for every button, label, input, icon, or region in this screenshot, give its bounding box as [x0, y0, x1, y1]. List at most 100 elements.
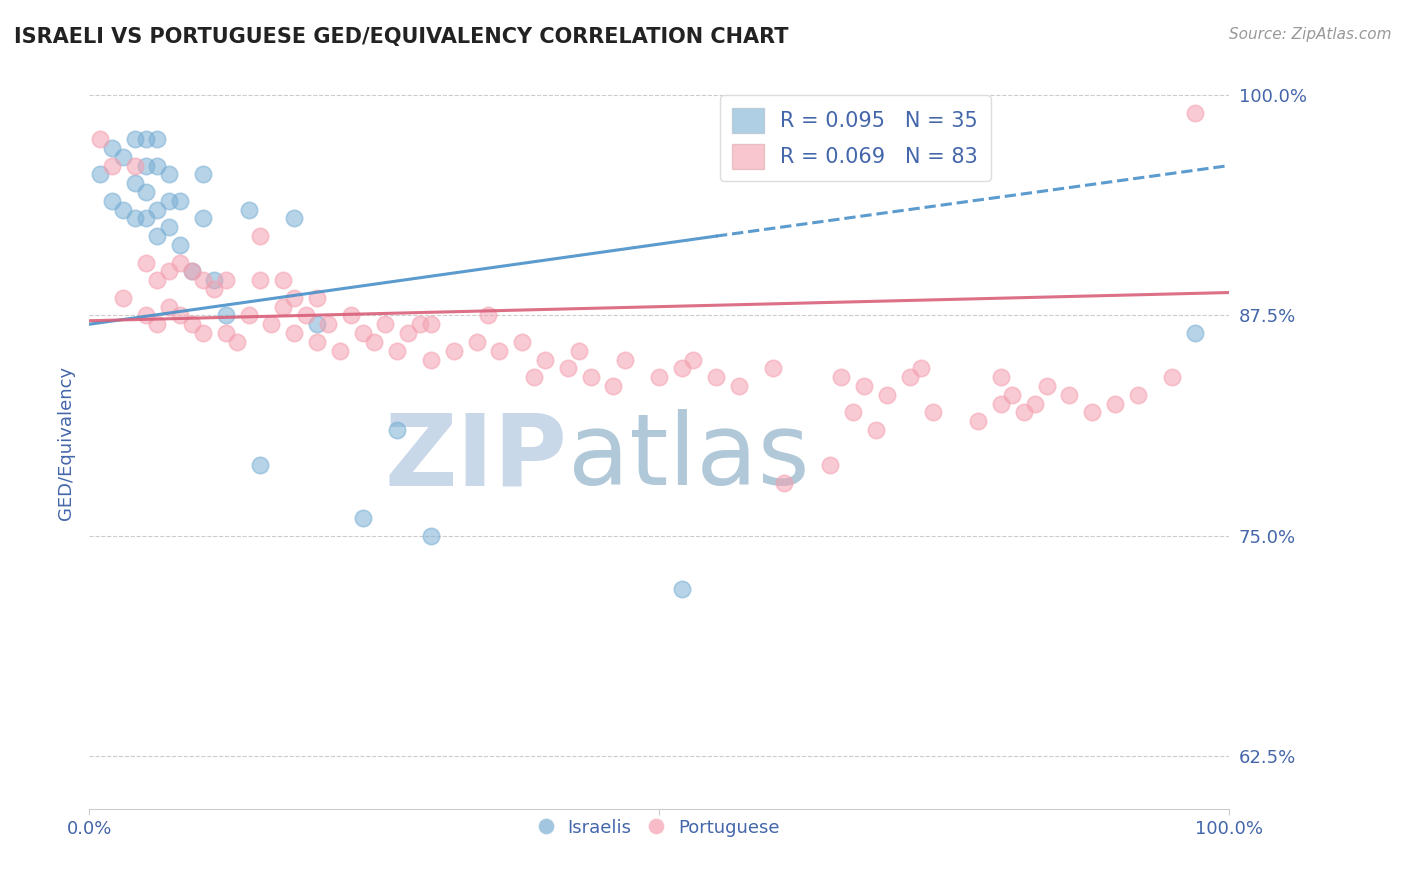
Point	[648, 370, 671, 384]
Point	[385, 343, 408, 358]
Point	[557, 361, 579, 376]
Point	[238, 202, 260, 217]
Point	[101, 141, 124, 155]
Point	[374, 318, 396, 332]
Point	[1184, 105, 1206, 120]
Point	[249, 229, 271, 244]
Point	[249, 458, 271, 473]
Point	[146, 229, 169, 244]
Point	[146, 132, 169, 146]
Point	[1035, 379, 1057, 393]
Point	[157, 168, 180, 182]
Text: atlas: atlas	[568, 409, 810, 507]
Point	[682, 352, 704, 367]
Point	[465, 334, 488, 349]
Point	[1104, 396, 1126, 410]
Legend: Israelis, Portuguese: Israelis, Portuguese	[531, 812, 787, 844]
Point	[215, 273, 238, 287]
Point	[89, 132, 111, 146]
Point	[420, 352, 443, 367]
Point	[921, 405, 943, 419]
Point	[157, 194, 180, 208]
Point	[488, 343, 510, 358]
Point	[135, 185, 157, 199]
Point	[191, 211, 214, 226]
Point	[510, 334, 533, 349]
Point	[865, 423, 887, 437]
Point	[853, 379, 876, 393]
Point	[169, 255, 191, 269]
Point	[477, 309, 499, 323]
Point	[408, 318, 430, 332]
Point	[204, 273, 226, 287]
Point	[773, 475, 796, 490]
Point	[112, 202, 135, 217]
Point	[101, 159, 124, 173]
Text: Source: ZipAtlas.com: Source: ZipAtlas.com	[1229, 27, 1392, 42]
Point	[385, 423, 408, 437]
Point	[260, 318, 283, 332]
Point	[180, 318, 202, 332]
Point	[830, 370, 852, 384]
Point	[579, 370, 602, 384]
Y-axis label: GED/Equivalency: GED/Equivalency	[58, 367, 75, 520]
Point	[352, 511, 374, 525]
Point	[443, 343, 465, 358]
Point	[135, 132, 157, 146]
Point	[215, 309, 238, 323]
Point	[305, 334, 328, 349]
Point	[135, 211, 157, 226]
Point	[305, 291, 328, 305]
Point	[249, 273, 271, 287]
Point	[146, 159, 169, 173]
Point	[396, 326, 419, 340]
Point	[157, 300, 180, 314]
Point	[420, 529, 443, 543]
Point	[135, 159, 157, 173]
Point	[818, 458, 841, 473]
Point	[762, 361, 785, 376]
Point	[420, 318, 443, 332]
Point	[876, 388, 898, 402]
Point	[318, 318, 340, 332]
Point	[602, 379, 624, 393]
Point	[191, 168, 214, 182]
Point	[180, 264, 202, 278]
Point	[124, 176, 146, 190]
Point	[363, 334, 385, 349]
Point	[1081, 405, 1104, 419]
Point	[169, 309, 191, 323]
Point	[1059, 388, 1081, 402]
Text: ISRAELI VS PORTUGUESE GED/EQUIVALENCY CORRELATION CHART: ISRAELI VS PORTUGUESE GED/EQUIVALENCY CO…	[14, 27, 789, 46]
Point	[283, 211, 305, 226]
Point	[157, 264, 180, 278]
Point	[523, 370, 546, 384]
Point	[101, 194, 124, 208]
Point	[1126, 388, 1149, 402]
Point	[910, 361, 932, 376]
Point	[283, 326, 305, 340]
Point	[191, 326, 214, 340]
Point	[842, 405, 865, 419]
Point	[271, 273, 294, 287]
Point	[135, 255, 157, 269]
Point	[990, 370, 1012, 384]
Point	[180, 264, 202, 278]
Text: ZIP: ZIP	[385, 409, 568, 507]
Point	[727, 379, 749, 393]
Point	[704, 370, 727, 384]
Point	[1024, 396, 1046, 410]
Point	[124, 132, 146, 146]
Point	[568, 343, 591, 358]
Point	[204, 282, 226, 296]
Point	[671, 582, 693, 596]
Point	[124, 211, 146, 226]
Point	[534, 352, 557, 367]
Point	[169, 194, 191, 208]
Point	[124, 159, 146, 173]
Point	[112, 150, 135, 164]
Point	[215, 326, 238, 340]
Point	[146, 273, 169, 287]
Point	[238, 309, 260, 323]
Point	[169, 238, 191, 252]
